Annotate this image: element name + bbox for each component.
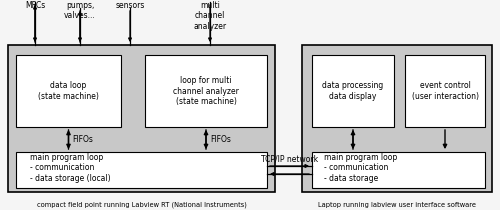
- Bar: [302, 45, 492, 192]
- Text: sensors: sensors: [116, 1, 144, 10]
- Bar: [16, 152, 267, 188]
- Text: loop for multi
channel analyzer
(state machine): loop for multi channel analyzer (state m…: [173, 76, 239, 106]
- Bar: [16, 55, 121, 127]
- Text: main program loop
- communication
- data storage (local): main program loop - communication - data…: [30, 153, 110, 183]
- Text: data processing
data display: data processing data display: [322, 81, 384, 101]
- Bar: [8, 45, 275, 192]
- Text: Laptop running labview user interface software: Laptop running labview user interface so…: [318, 202, 476, 208]
- Bar: [312, 152, 485, 188]
- Text: MFCs: MFCs: [25, 1, 45, 10]
- Text: TCP/IP network: TCP/IP network: [261, 155, 318, 164]
- Bar: [145, 55, 267, 127]
- Text: pumps,
valves...: pumps, valves...: [64, 1, 96, 20]
- Text: event control
(user interaction): event control (user interaction): [412, 81, 478, 101]
- Bar: [405, 55, 485, 127]
- Text: main program loop
- communication
- data storage: main program loop - communication - data…: [324, 153, 397, 183]
- Text: FIFOs: FIFOs: [72, 135, 94, 144]
- Text: data loop
(state machine): data loop (state machine): [38, 81, 99, 101]
- Bar: [312, 55, 394, 127]
- Text: multi
channel
analyzer: multi channel analyzer: [194, 1, 226, 31]
- Text: compact field point running Labview RT (National Instruments): compact field point running Labview RT (…: [36, 202, 246, 208]
- Text: FIFOs: FIFOs: [210, 135, 231, 144]
